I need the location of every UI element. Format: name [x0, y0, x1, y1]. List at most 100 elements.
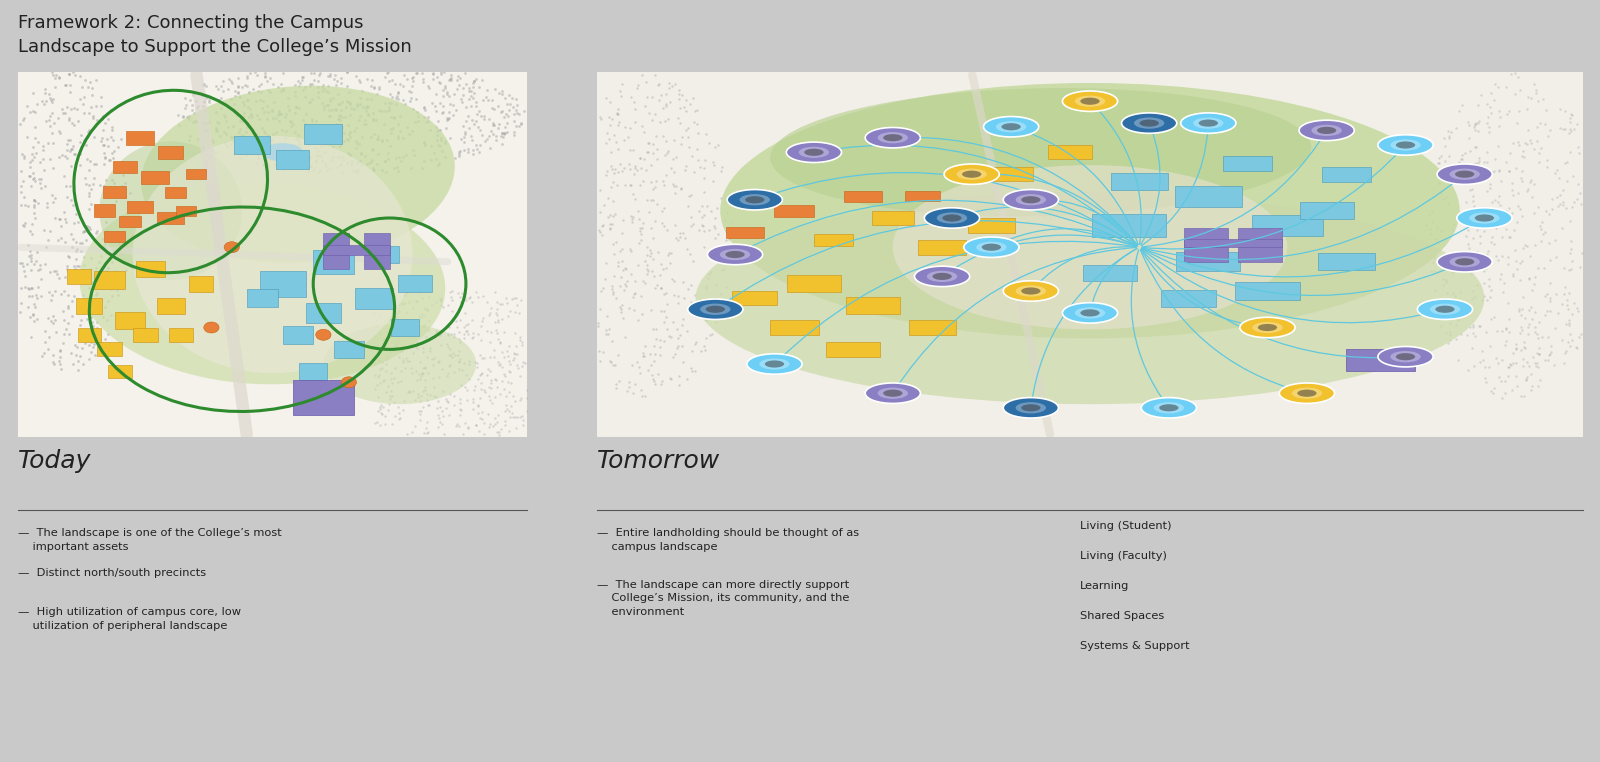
Point: [83, 158, 109, 170]
Circle shape: [1075, 307, 1106, 319]
Point: [422, 121, 448, 133]
Point: [387, 351, 413, 363]
Point: [1555, 303, 1581, 315]
Point: [432, 82, 458, 94]
Point: [117, 187, 142, 199]
Point: [466, 105, 491, 117]
Point: [1512, 312, 1538, 324]
Point: [226, 72, 251, 85]
Point: [438, 349, 464, 361]
Point: [1454, 258, 1480, 270]
Point: [51, 285, 77, 297]
Point: [54, 263, 80, 275]
FancyBboxPatch shape: [234, 136, 270, 154]
Point: [301, 164, 326, 176]
Point: [438, 74, 464, 86]
Point: [661, 351, 686, 363]
Point: [384, 98, 410, 110]
Point: [426, 370, 451, 383]
Point: [88, 100, 114, 112]
Point: [640, 341, 666, 353]
Point: [1539, 193, 1565, 205]
Point: [314, 99, 339, 111]
Point: [1429, 320, 1454, 332]
Point: [1517, 176, 1542, 188]
Point: [30, 347, 56, 360]
Point: [486, 118, 512, 130]
Point: [430, 91, 456, 103]
Point: [334, 94, 360, 107]
Point: [1520, 178, 1546, 190]
Point: [594, 127, 619, 139]
Point: [1525, 347, 1550, 360]
Point: [475, 94, 501, 106]
Point: [674, 325, 699, 338]
Point: [411, 336, 437, 348]
Point: [451, 328, 477, 340]
Point: [427, 416, 453, 428]
Point: [373, 166, 398, 178]
Point: [430, 106, 456, 118]
Point: [395, 340, 421, 352]
Point: [704, 202, 730, 214]
Point: [1477, 126, 1502, 139]
Point: [376, 351, 402, 363]
Point: [1523, 328, 1549, 340]
Point: [1552, 262, 1578, 274]
Point: [365, 158, 390, 170]
Point: [1482, 311, 1507, 323]
Point: [21, 151, 46, 163]
Point: [629, 69, 654, 81]
Point: [501, 354, 526, 366]
Point: [675, 122, 701, 134]
Point: [1464, 263, 1490, 275]
Point: [1474, 376, 1499, 388]
Point: [355, 107, 381, 120]
Point: [504, 107, 530, 119]
Point: [1514, 357, 1539, 369]
Point: [600, 195, 626, 207]
Point: [658, 162, 683, 174]
Point: [1434, 276, 1459, 288]
Point: [1526, 348, 1552, 360]
Point: [1440, 287, 1466, 299]
Point: [462, 380, 488, 392]
Point: [640, 373, 666, 386]
Point: [354, 100, 379, 112]
Point: [336, 86, 362, 98]
Point: [594, 137, 619, 149]
Point: [658, 372, 683, 384]
Point: [678, 279, 704, 291]
Point: [658, 257, 683, 269]
Point: [40, 137, 66, 149]
Point: [504, 411, 530, 423]
Point: [1490, 354, 1515, 367]
Point: [85, 287, 110, 299]
Point: [16, 290, 42, 302]
Point: [418, 389, 443, 401]
Point: [1456, 211, 1482, 223]
Point: [605, 179, 630, 191]
Point: [1554, 299, 1579, 311]
Point: [317, 95, 342, 107]
Point: [440, 305, 466, 317]
Point: [38, 94, 64, 106]
Point: [1520, 313, 1546, 325]
Point: [29, 290, 54, 302]
FancyBboxPatch shape: [168, 328, 194, 341]
FancyBboxPatch shape: [136, 261, 165, 277]
Point: [480, 396, 506, 408]
Point: [378, 123, 403, 136]
Point: [61, 140, 86, 152]
Point: [1474, 98, 1499, 110]
Point: [606, 375, 632, 387]
Point: [456, 93, 482, 105]
Point: [234, 146, 259, 158]
Point: [1422, 295, 1448, 307]
Point: [1469, 345, 1494, 357]
Point: [477, 336, 502, 348]
Point: [446, 291, 472, 303]
Point: [605, 260, 630, 272]
Point: [179, 99, 205, 111]
Point: [286, 101, 312, 114]
